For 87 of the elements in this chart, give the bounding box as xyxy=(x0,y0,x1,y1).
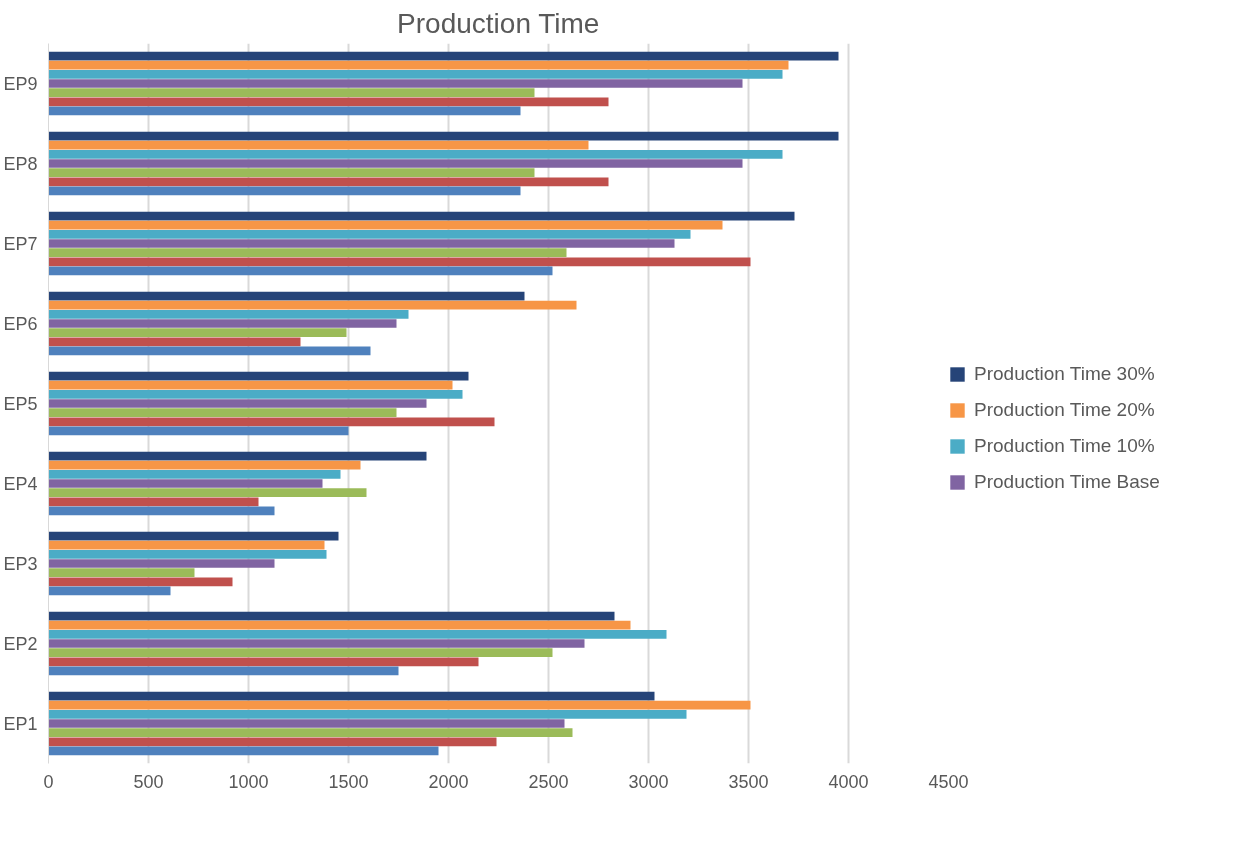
bar xyxy=(48,451,427,461)
bar xyxy=(48,657,479,667)
bar xyxy=(48,60,789,70)
x-tick-label: 3000 xyxy=(628,771,669,792)
bar xyxy=(48,460,361,470)
bar xyxy=(48,131,839,141)
bar xyxy=(48,577,233,587)
y-tick-label: EP2 xyxy=(3,633,38,654)
bar xyxy=(48,168,535,177)
bar xyxy=(48,266,553,276)
bar xyxy=(48,737,497,747)
x-tick-label: 2000 xyxy=(428,771,469,792)
bar xyxy=(48,211,795,221)
bar xyxy=(48,648,553,657)
bar xyxy=(48,666,399,676)
bar xyxy=(48,337,301,347)
y-tick-label: EP9 xyxy=(3,73,38,94)
bar xyxy=(48,488,367,497)
bar xyxy=(48,159,743,168)
bar xyxy=(48,470,341,479)
bar xyxy=(48,417,495,427)
y-tick-label: EP7 xyxy=(3,233,38,254)
bar xyxy=(48,719,565,728)
bar xyxy=(48,291,525,301)
bar xyxy=(48,568,195,577)
y-tick-label: EP4 xyxy=(3,473,38,494)
bar xyxy=(48,559,275,568)
bar xyxy=(48,79,743,88)
bar xyxy=(48,620,631,630)
bar xyxy=(48,710,687,719)
bar xyxy=(48,700,751,710)
bar xyxy=(48,186,521,196)
bar xyxy=(48,106,521,116)
bar xyxy=(48,531,339,541)
bar xyxy=(48,257,751,267)
bar xyxy=(48,88,535,97)
bar xyxy=(48,746,439,756)
bar xyxy=(48,380,453,390)
bar xyxy=(48,408,397,417)
x-tick-label: 0 xyxy=(43,771,54,792)
legend-label: Production Time 10% xyxy=(974,435,1155,457)
bar xyxy=(48,319,397,328)
x-tick-label: 4500 xyxy=(928,771,969,792)
bar xyxy=(48,630,667,639)
bar xyxy=(48,70,783,79)
bar xyxy=(48,426,349,436)
bar xyxy=(48,390,463,399)
bar xyxy=(48,540,325,550)
bar xyxy=(48,399,427,408)
bar xyxy=(48,346,371,356)
bar xyxy=(48,177,609,187)
y-tick-label: EP5 xyxy=(3,393,38,414)
chart-title: Production Time xyxy=(397,7,600,39)
bar xyxy=(48,639,585,648)
bar xyxy=(48,728,573,737)
x-tick-label: 1500 xyxy=(328,771,369,792)
bar xyxy=(48,506,275,516)
x-tick-label: 500 xyxy=(133,771,164,792)
bar xyxy=(48,497,259,507)
bar xyxy=(48,586,171,596)
y-tick-label: EP3 xyxy=(3,553,38,574)
x-tick-label: 3500 xyxy=(728,771,769,792)
bar xyxy=(48,691,655,701)
bar xyxy=(48,310,409,319)
bar xyxy=(48,328,347,337)
bar xyxy=(48,97,609,107)
y-tick-label: EP6 xyxy=(3,313,38,334)
legend-label: Production Time 20% xyxy=(974,399,1155,421)
legend-label: Production Time 30% xyxy=(974,363,1155,385)
bar xyxy=(48,230,691,239)
bar xyxy=(48,479,323,488)
bar xyxy=(48,239,675,248)
legend-label: Production Time Base xyxy=(974,471,1160,493)
bar xyxy=(48,140,589,150)
x-tick-label: 4000 xyxy=(828,771,869,792)
bar xyxy=(48,220,723,230)
bar xyxy=(48,300,577,310)
x-tick-label: 2500 xyxy=(528,771,569,792)
bar xyxy=(48,611,615,621)
x-tick-label: 1000 xyxy=(228,771,269,792)
y-tick-label: EP1 xyxy=(3,713,38,734)
bar xyxy=(48,150,783,159)
bar xyxy=(48,248,567,257)
bar xyxy=(48,371,469,381)
bar xyxy=(48,51,839,61)
bar xyxy=(48,550,327,559)
y-tick-label: EP8 xyxy=(3,153,38,174)
